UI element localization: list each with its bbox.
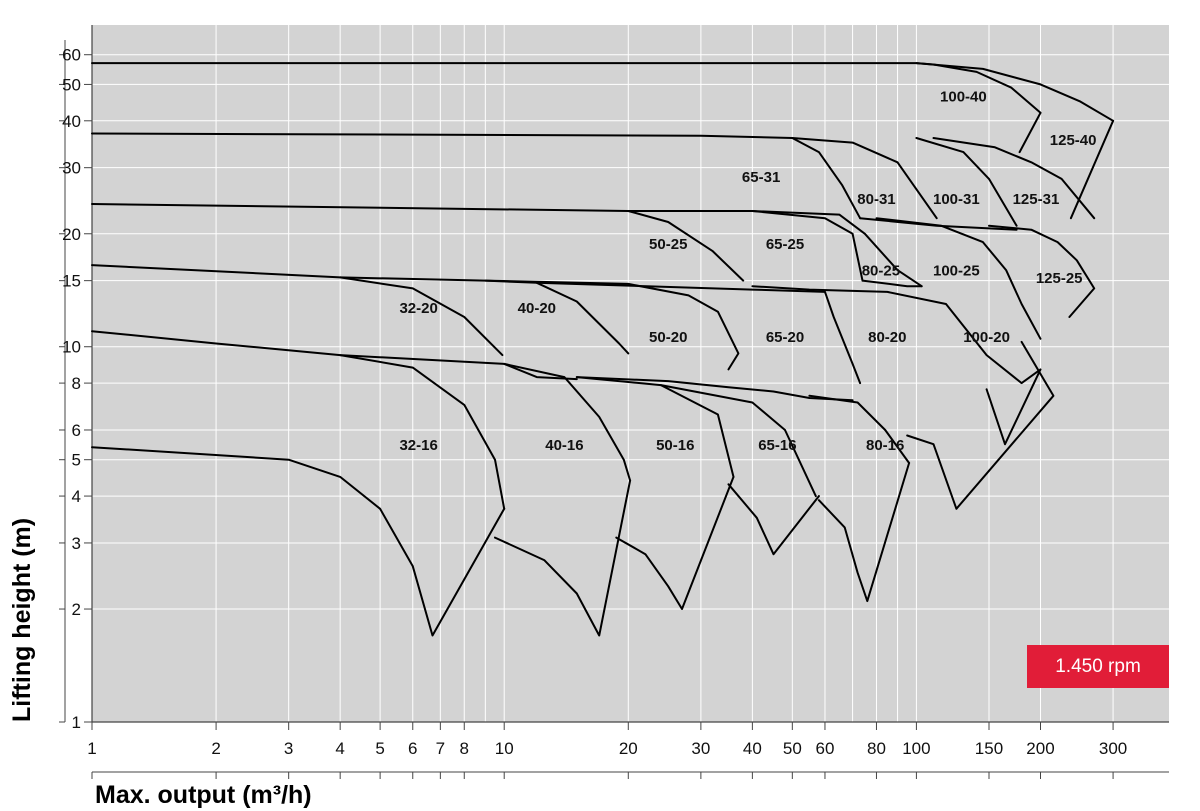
y-tick-label: 60 [62,46,81,65]
y-tick-label: 10 [62,338,81,357]
pump-model-label: 125-40 [1050,132,1097,149]
pump-curve-2 [1018,111,1042,154]
pump-curve-31 [727,483,820,556]
y-tick-label: 4 [72,487,81,506]
pump-curve-16 [339,276,630,355]
pump-curve-23 [503,362,632,482]
y-tick-label: 6 [72,421,81,440]
x-tick-label: 60 [816,739,835,758]
x-tick-label: 300 [1099,739,1127,758]
pump-curve-14 [861,279,923,288]
x-tick-label: 1 [87,739,96,758]
pump-model-label: 80-20 [868,329,906,346]
x-tick-label: 10 [495,739,514,758]
pump-curve-0 [91,62,1042,114]
pump-model-label: 65-16 [758,437,796,454]
pump-model-label: 65-25 [766,236,804,253]
y-tick-label: 40 [62,112,81,131]
pump-model-label: 65-31 [742,169,780,186]
x-tick-label: 40 [743,739,762,758]
pump-curve-24 [575,376,854,402]
pump-curve-4 [91,132,862,220]
pump-curve-5 [791,137,938,220]
x-tick-label: 20 [619,739,638,758]
axes: 1 2 3 4 5 6 7 8 10 20 30 40 50 60 80 100 150 200 300123456… [59,25,1169,779]
pump-model-label: 100-31 [933,191,980,208]
pump-curve-29 [494,479,632,637]
x-tick-label: 6 [408,739,417,758]
pump-model-label: 40-20 [518,300,556,317]
pump-model-label: 50-20 [649,329,687,346]
y-tick-label: 30 [62,159,81,178]
y-tick-label: 2 [72,600,81,619]
x-tick-label: 50 [783,739,802,758]
pump-model-label: 32-16 [399,437,437,454]
pump-curve-3 [1069,119,1115,220]
pump-curve-18 [535,281,862,385]
x-tick-label: 3 [284,739,293,758]
x-tick-label: 80 [867,739,886,758]
y-tick-label: 8 [72,374,81,393]
pump-curve-22 [339,354,506,510]
pump-curve-15 [91,264,504,357]
plot-area [92,25,1169,722]
pump-curve-1 [915,62,1115,122]
pump-model-label: 32-20 [399,300,437,317]
pump-curve-10 [627,210,864,282]
pump-curve-27 [808,394,911,464]
pump-model-label: 100-25 [933,262,980,279]
pump-curve-20 [906,340,1055,510]
pump-curve-7 [932,137,1096,220]
y-axis-title: Lifting height (m) [8,518,36,722]
gridlines [91,25,1169,722]
y-tick-label: 1 [72,713,81,732]
y-tick-label: 50 [62,75,81,94]
pump-model-label: 65-20 [766,329,804,346]
pump-curve-11 [751,210,923,288]
x-axis-title: Max. output (m³/h) [95,781,312,809]
pump-model-label: 80-16 [866,437,904,454]
x-tick-label: 150 [975,739,1003,758]
x-tick-label: 5 [375,739,384,758]
pump-curve-30 [615,475,735,610]
x-tick-label: 7 [436,739,445,758]
pump-model-label: 80-25 [862,262,900,279]
pump-model-label: 125-25 [1036,270,1083,287]
pump-curve-32 [817,462,911,603]
y-tick-label: 5 [72,451,81,470]
y-tick-label: 20 [62,225,81,244]
pump-curve-12 [875,217,1042,340]
pump-curve-17 [484,279,740,371]
pump-model-label: 50-16 [656,437,694,454]
x-tick-label: 100 [902,739,930,758]
y-tick-label: 3 [72,534,81,553]
x-tick-label: 2 [211,739,220,758]
region-labels: 100-40 125-40 65-31 80-31 100-31 125-31 50-25 6… [399,89,1096,455]
pump-model-label: 40-16 [545,437,583,454]
pump-model-label: 100-40 [940,89,987,106]
pump-model-label: 80-31 [857,191,895,208]
pump-curve-6 [915,137,1018,227]
pump-curve-19 [751,285,1042,446]
pump-curve-21 [91,330,578,381]
pump-curve-26 [659,384,817,498]
x-tick-label: 8 [460,739,469,758]
y-tick-label: 15 [62,272,81,291]
pump-model-label: 50-25 [649,236,687,253]
pump-model-label: 125-31 [1013,191,1060,208]
x-tick-label: 4 [335,739,344,758]
pump-curve-25 [575,376,735,478]
pump-model-label: 100-20 [963,329,1010,346]
pump-curve-28 [91,446,506,637]
pump-curve-13 [988,224,1096,318]
x-tick-label: 200 [1026,739,1054,758]
pump-curve-9 [91,203,745,282]
x-tick-label: 30 [691,739,710,758]
rpm-badge: 1.450 rpm [1027,645,1169,688]
pump-curves [91,62,1115,637]
